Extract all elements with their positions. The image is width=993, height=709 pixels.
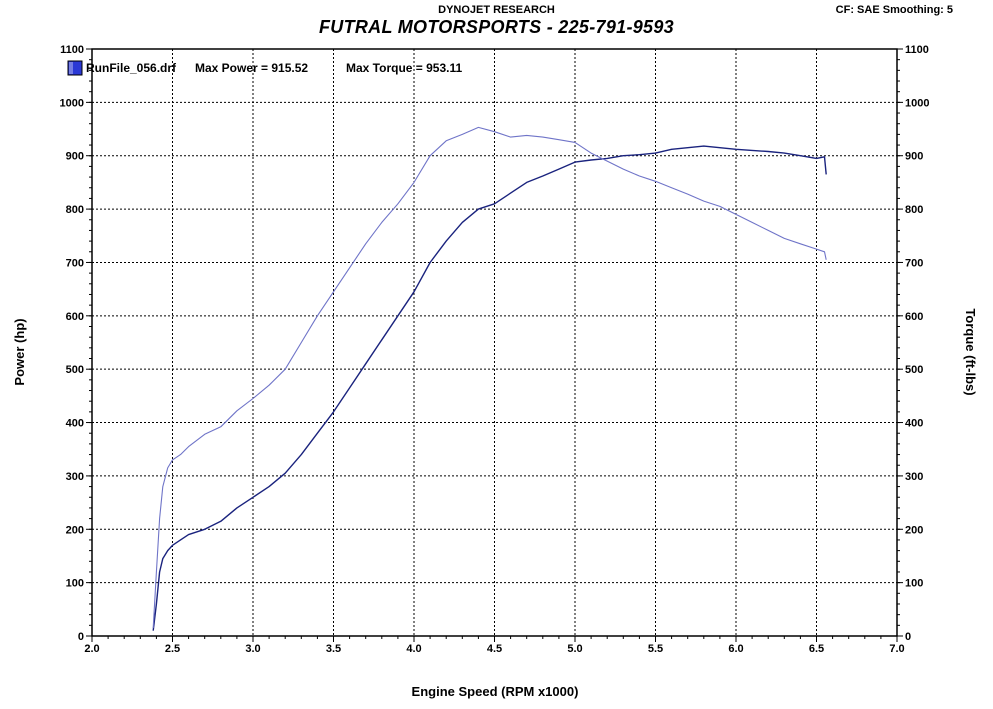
y-tick-label-left: 800 (66, 204, 84, 216)
y-tick-label-right: 1100 (905, 44, 929, 56)
chart-subtitle: DYNOJET RESEARCH (438, 4, 555, 16)
y-tick-label-left: 100 (66, 578, 84, 590)
y-axis-title-left: Power (hp) (12, 318, 27, 385)
y-tick-label-left: 900 (66, 151, 84, 163)
x-tick-label: 3.0 (245, 643, 260, 655)
legend-max-torque: Max Torque = 953.11 (346, 61, 462, 75)
x-tick-label: 4.5 (487, 643, 502, 655)
y-tick-label-left: 400 (66, 418, 84, 430)
chart-title: FUTRAL MOTORSPORTS - 225-791-9593 (318, 17, 674, 37)
y-tick-label-left: 1100 (60, 44, 84, 56)
legend-run-label: RunFile_056.drf (86, 61, 177, 75)
grid-lines (92, 49, 897, 636)
x-tick-label: 2.0 (84, 643, 99, 655)
x-tick-label: 7.0 (889, 643, 904, 655)
series-lines (152, 126, 827, 631)
y-tick-label-right: 900 (905, 151, 923, 163)
torque-curve (152, 126, 827, 629)
y-tick-label-right: 400 (905, 418, 923, 430)
x-tick-label: 5.0 (567, 643, 582, 655)
x-tick-labels: 2.0 2.5 3.0 3.5 4.0 4.5 5.0 5.5 6.0 6.5 7.0 (84, 643, 904, 655)
y-tick-labels-left: 0 100 200 300 400 500 600 700 800 900 1000 1100 (60, 44, 84, 643)
legend-swatch-shine (69, 62, 73, 74)
x-tick-label: 3.5 (326, 643, 341, 655)
x-tick-label: 6.0 (728, 643, 743, 655)
y-tick-label-left: 300 (66, 471, 84, 483)
y-tick-label-left: 600 (66, 311, 84, 323)
y-tick-label-right: 200 (905, 524, 923, 536)
y-tick-label-right: 700 (905, 257, 923, 269)
y-tick-labels-right: 0 100 200 300 400 500 600 700 800 900 1000 1100 (905, 44, 929, 643)
power-curve (152, 145, 827, 631)
y-tick-label-left: 1000 (60, 97, 84, 109)
y-tick-label-right: 300 (905, 471, 923, 483)
y-tick-label-right: 100 (905, 578, 923, 590)
y-tick-label-right: 800 (905, 204, 923, 216)
legend-max-power: Max Power = 915.52 (195, 61, 308, 75)
x-tick-label: 4.0 (406, 643, 421, 655)
y-tick-label-right: 600 (905, 311, 923, 323)
x-tick-label: 2.5 (165, 643, 180, 655)
y-tick-label-left: 0 (78, 631, 84, 643)
x-tick-label: 6.5 (809, 643, 824, 655)
minor-ticks (86, 48, 903, 642)
correction-factor-info: CF: SAE Smoothing: 5 (835, 4, 953, 16)
x-axis-title: Engine Speed (RPM x1000) (412, 684, 579, 699)
legend-swatch (67, 60, 83, 76)
y-tick-label-right: 1000 (905, 97, 929, 109)
y-tick-label-left: 200 (66, 524, 84, 536)
y-tick-label-right: 500 (905, 364, 923, 376)
y-tick-label-left: 500 (66, 364, 84, 376)
y-tick-label-right: 0 (905, 631, 911, 643)
y-tick-label-left: 700 (66, 257, 84, 269)
x-tick-label: 5.5 (648, 643, 663, 655)
y-axis-title-right: Torque (ft-lbs) (963, 308, 978, 395)
